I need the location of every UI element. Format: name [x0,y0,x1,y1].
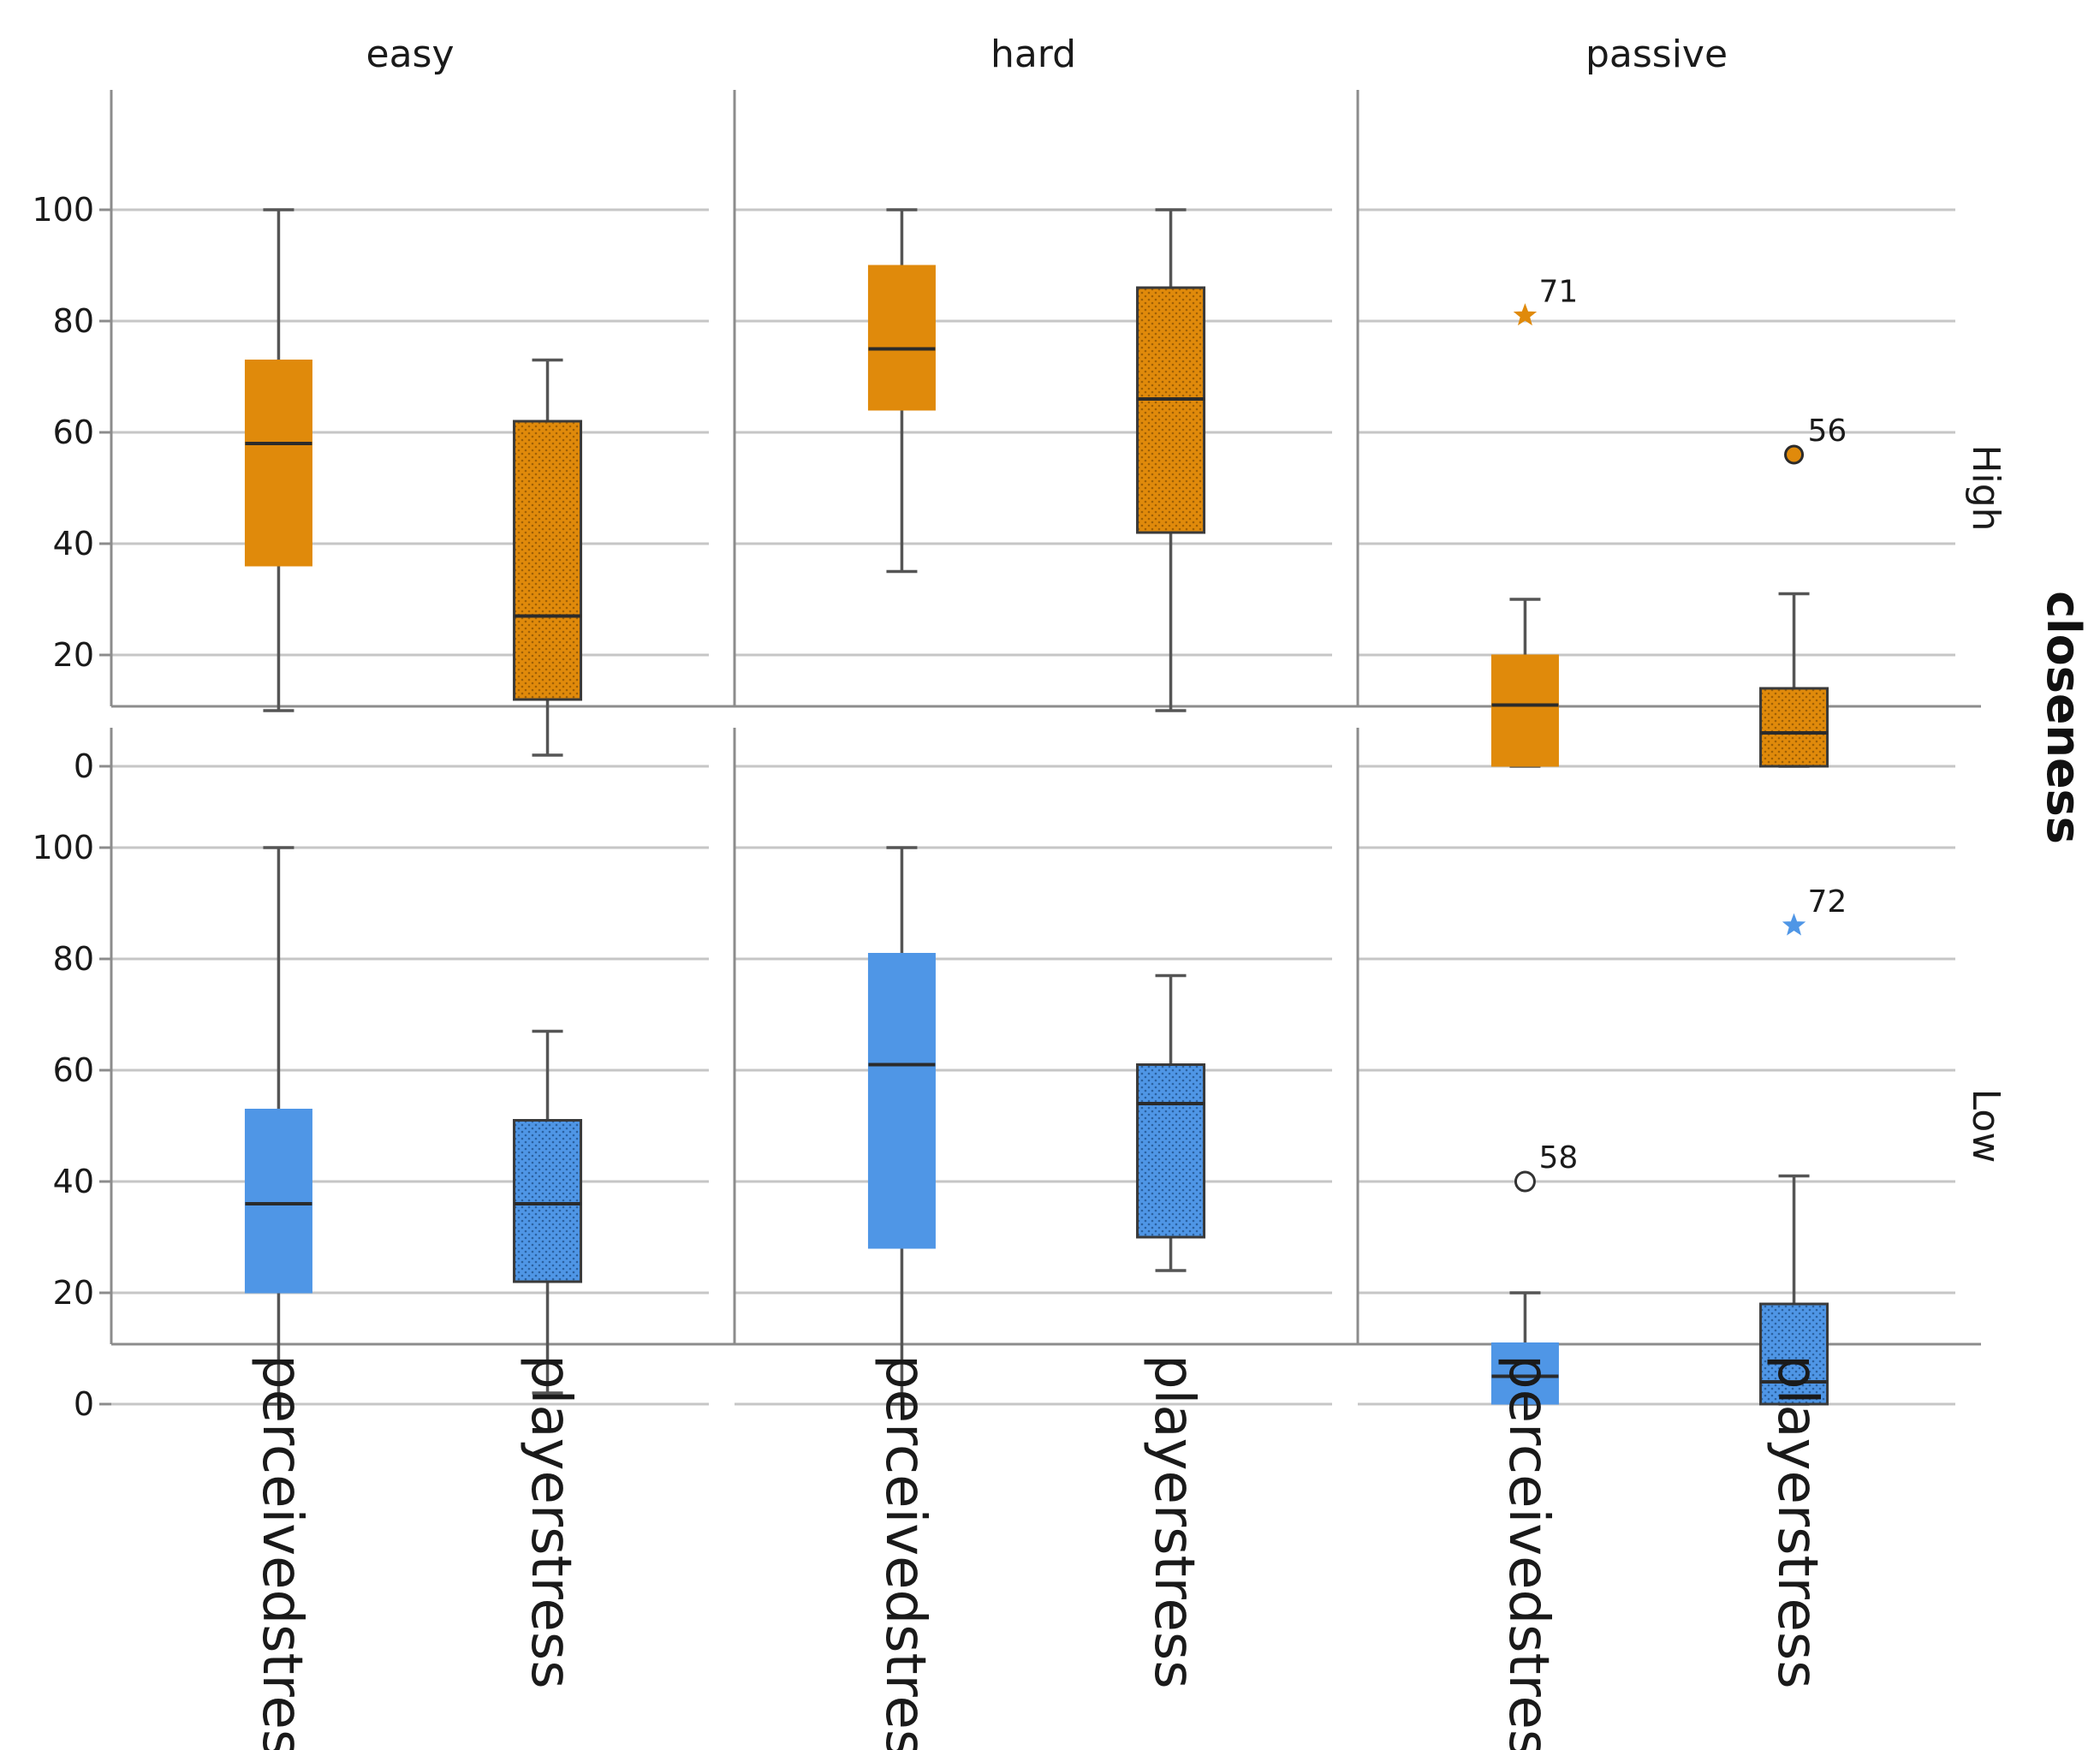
outlier-high-passive-perceivedstress-label: 71 [1538,275,1578,310]
box-low-hard-playerstress-box [1136,1063,1206,1239]
column-header-hard: hard [991,33,1076,76]
row-header-high: High [1964,444,2008,531]
box-high-hard-playerstress-box [1136,286,1206,534]
outlier-low-passive-playerstress-star-marker [1782,913,1806,936]
column-header-passive: passive [1585,33,1728,76]
outlier-low-passive-perceivedstress-circle-marker [1514,1170,1536,1193]
y-tick-label: 80 [53,302,94,340]
y-tick-label: 60 [53,414,94,451]
y-tick-label: 40 [53,1163,94,1200]
outlier-high-passive-perceivedstress-star-marker [1513,303,1538,326]
column-header-easy: easy [366,33,455,76]
y-tick-label: 80 [53,940,94,978]
outlier-low-passive-perceivedstress-label: 58 [1538,1140,1578,1176]
box-high-passive-playerstress-box [1759,687,1829,768]
category-label-playerstress: playerstress [519,1354,582,1689]
outlier-high-passive-playerstress-label: 56 [1808,414,1847,449]
box-low-hard-perceivedstress-box [867,953,936,1249]
box-high-easy-playerstress-box [513,420,583,701]
category-label-perceivedstress: perceivedstress [873,1354,937,1750]
y-tick-label: 20 [53,1274,94,1312]
outlier-low-passive-playerstress-label: 72 [1808,884,1847,920]
category-label-playerstress: playerstress [1765,1354,1829,1689]
row-facet-title: closeness [2037,591,2091,844]
box-low-easy-perceivedstress-box [244,1109,312,1294]
box-low-passive-playerstress-box [1759,1302,1829,1406]
axes-layer [99,90,1981,1406]
box-low-easy-playerstress-box [513,1119,583,1283]
y-tick-label: 0 [74,747,94,785]
box-low-passive-perceivedstress-box [1490,1342,1559,1405]
y-tick-label: 60 [53,1051,94,1089]
category-label-playerstress: playerstress [1142,1354,1205,1689]
row-header-low: Low [1964,1089,2008,1164]
y-tick-label: 20 [53,636,94,674]
labels-layer: easy hard passive High Low closeness 0 20 40 60 80… [32,33,2091,1750]
y-tick-label: 100 [32,191,94,229]
box-high-easy-perceivedstress-box [244,360,312,567]
box-high-hard-perceivedstress-box [867,265,936,411]
outlier-high-passive-playerstress-circle-marker [1784,444,1805,465]
y-tick-label: 100 [32,829,94,866]
y-tick-label: 0 [74,1385,94,1423]
grid-layer [111,208,1955,1406]
marks-layer [244,208,1829,1406]
category-label-perceivedstress: perceivedstress [1496,1354,1560,1750]
category-label-perceivedstress: perceivedstress [250,1354,313,1750]
y-tick-label: 40 [53,525,94,562]
box-high-passive-perceivedstress-box [1490,654,1559,767]
